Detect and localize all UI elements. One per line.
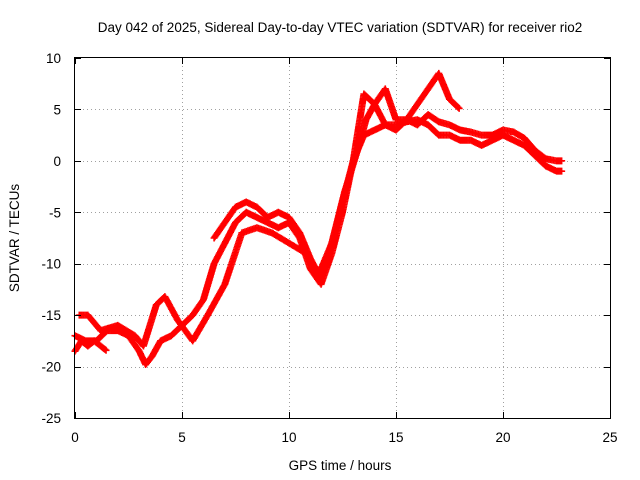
y-tick-label: -20	[41, 360, 61, 375]
tick-layer: 0 5 10 15 20 25 -25 -20 -15 -10 -5 0 5 10	[41, 51, 617, 445]
data-layer	[71, 69, 566, 369]
series-satellite-track-4	[71, 337, 110, 355]
data-point	[102, 346, 110, 354]
y-tick-label: -5	[49, 205, 61, 220]
y-tick-label: 5	[53, 102, 61, 117]
x-tick-label: 20	[495, 430, 510, 445]
data-point	[454, 103, 462, 111]
y-tick-label: 0	[53, 154, 61, 169]
chart-title: Day 042 of 2025, Sidereal Day-to-day VTE…	[98, 20, 582, 35]
x-axis-label: GPS time / hours	[289, 458, 392, 473]
data-point	[558, 157, 566, 165]
x-tick-label: 5	[178, 430, 186, 445]
x-tick-label: 0	[71, 430, 79, 445]
series-satellite-track-3	[210, 69, 463, 283]
x-tick-label: 15	[388, 430, 403, 445]
y-axis-label: SDTVAR / TECUs	[7, 184, 22, 293]
y-tick-label: -25	[41, 411, 61, 426]
data-point	[455, 104, 463, 112]
y-tick-label: -15	[41, 308, 61, 323]
data-point	[101, 345, 109, 353]
plot-frame	[74, 57, 611, 419]
y-tick-label: -10	[41, 257, 61, 272]
y-tick-label: 10	[46, 51, 61, 66]
x-tick-label: 10	[281, 430, 296, 445]
x-tick-label: 25	[602, 430, 617, 445]
data-point	[558, 167, 566, 175]
